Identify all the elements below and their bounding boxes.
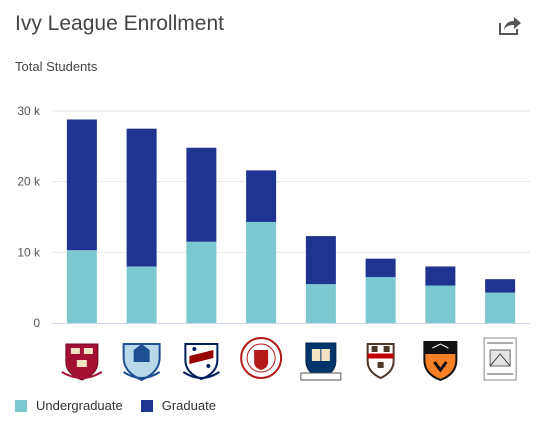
bar-cornell-undergraduate: [246, 221, 277, 323]
bar-cornell-graduate: [246, 170, 277, 222]
dartmouth-seal-icon: [483, 337, 517, 381]
legend: Undergraduate Graduate: [15, 398, 234, 413]
harvard-seal-icon: [61, 343, 103, 381]
bar-yale-undergraduate: [305, 284, 336, 323]
bar-columbia-graduate: [126, 128, 157, 267]
chart-title: Ivy League Enrollment: [15, 12, 224, 35]
bar-princeton-graduate: [425, 266, 456, 286]
bar-brown-graduate: [365, 258, 396, 278]
chart-subtitle: Total Students: [15, 59, 98, 74]
legend-swatch-undergraduate: [15, 399, 27, 412]
legend-item-graduate[interactable]: Graduate: [140, 398, 216, 413]
legend-label-undergraduate: Undergraduate: [36, 398, 123, 413]
stacked-bar-chart: 0 10 k 20 k 30 k: [17, 104, 530, 382]
bar-harvard-graduate: [66, 119, 97, 251]
legend-swatch-graduate: [140, 399, 153, 412]
legend-label-graduate: Graduate: [161, 398, 216, 413]
cornell-seal-icon: [240, 337, 283, 379]
y-tick-label-3: 30 k: [17, 104, 41, 118]
bar-yale-graduate: [305, 236, 336, 285]
bar-dartmouth-undergraduate: [485, 292, 516, 323]
brown-seal-icon: [366, 343, 395, 380]
bar-princeton-undergraduate: [425, 285, 456, 323]
columbia-seal-icon: [122, 343, 161, 382]
bar-penn-graduate: [186, 147, 217, 242]
share-icon[interactable]: [498, 14, 522, 36]
yale-seal-icon: [300, 342, 342, 381]
bar-harvard-undergraduate: [66, 250, 97, 323]
y-tick-label-2: 20 k: [17, 175, 41, 189]
bar-penn-undergraduate: [186, 241, 217, 323]
penn-seal-icon: [182, 343, 220, 381]
princeton-seal-icon: [423, 341, 458, 382]
bar-columbia-undergraduate: [126, 266, 157, 323]
y-tick-label-1: 10 k: [17, 245, 41, 259]
bar-brown-undergraduate: [365, 277, 396, 323]
y-tick-label-0: 0: [33, 316, 40, 330]
legend-item-undergraduate[interactable]: Undergraduate: [15, 398, 123, 413]
bar-dartmouth-graduate: [485, 279, 516, 293]
